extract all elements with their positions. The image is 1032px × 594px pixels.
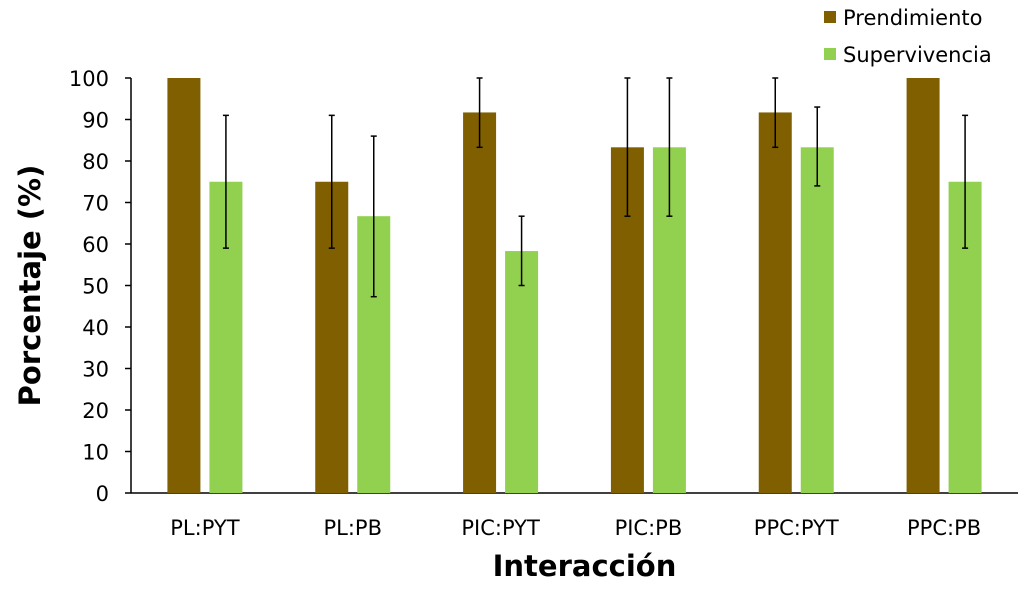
y-tick-label: 40 [82,316,109,340]
bar-prendimiento [167,78,201,493]
bar-supervivencia [800,147,834,493]
x-axis-title: Interacción [493,549,677,583]
y-axis-title: Porcentaje (%) [13,165,47,407]
x-tick-label: PL:PYT [170,516,239,540]
y-tick-label: 80 [82,150,109,174]
y-tick-label: 20 [82,399,109,423]
x-tick-label: PIC:PB [615,516,683,540]
y-tick-label: 100 [69,67,109,91]
bar-supervivencia [505,251,539,493]
x-tick-label: PPC:PYT [754,516,839,540]
y-tick-label: 60 [82,233,109,257]
y-tick-label: 10 [82,441,109,465]
legend-swatch [824,11,836,23]
bar-prendimiento [463,112,497,493]
y-tick-label: 0 [96,482,109,506]
y-tick-label: 70 [82,192,109,216]
y-tick-label: 30 [82,358,109,382]
y-tick-label: 90 [82,109,109,133]
legend-label: Supervivencia [843,43,992,67]
x-tick-label: PPC:PB [907,516,981,540]
x-tick-label: PL:PB [323,516,382,540]
x-tick-label: PIC:PYT [461,516,540,540]
bar-prendimiento [906,78,940,493]
bar-prendimiento [758,112,792,493]
legend-swatch [824,48,836,60]
y-tick-label: 50 [82,275,109,299]
legend-label: Prendimiento [843,6,982,30]
